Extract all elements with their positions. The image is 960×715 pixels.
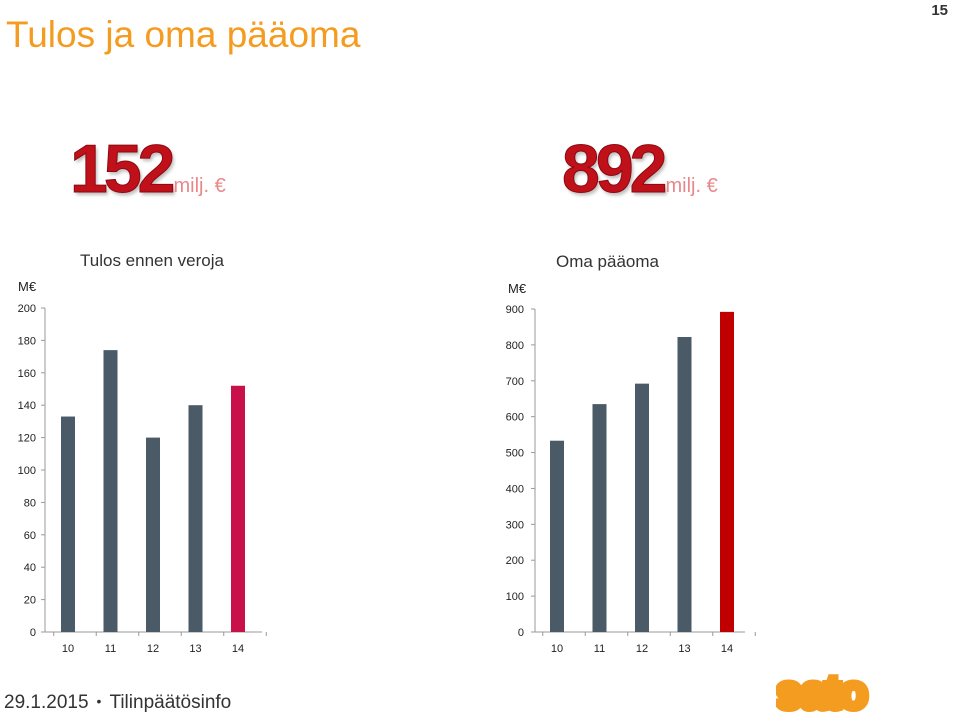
y-tick-label: 200 <box>18 303 36 315</box>
bar-10 <box>550 440 564 632</box>
kpi-profit-unit: milj. € <box>173 175 226 197</box>
page-number: 15 <box>931 2 948 19</box>
logo-text: sato <box>776 672 867 714</box>
y-tick-label: 0 <box>30 627 36 639</box>
footer-date: 29.1.2015 <box>4 692 89 713</box>
x-tick-label: 10 <box>551 643 563 655</box>
x-tick-label: 10 <box>62 643 74 655</box>
chart-profit: 0 20 40 60 80 100 120 140 160 180 200 M€ 10 11 12 13 14 <box>18 279 267 655</box>
y-tick-label: 160 <box>18 368 36 380</box>
kpi-equity-value: 892 <box>561 131 667 208</box>
y-tick-label: 800 <box>506 340 524 352</box>
y-tick-label: 500 <box>506 448 524 460</box>
y-tick-label: 0 <box>518 627 524 639</box>
y-tick-label: 600 <box>506 412 524 424</box>
y-tick-label: 100 <box>18 465 36 477</box>
y-tick-label: 80 <box>24 497 36 509</box>
y-tick-label: 180 <box>18 335 36 347</box>
bar-14 <box>720 311 734 632</box>
x-tick-label: 12 <box>636 643 648 655</box>
kpi-profit-value: 152 <box>69 131 175 208</box>
y-tick-label: 40 <box>24 562 36 574</box>
y-tick-label: 20 <box>24 595 36 607</box>
kpi-profit: 152 milj. € <box>69 130 226 208</box>
footer: 29.1.2015 • Tilinpäätösinfo <box>4 692 231 714</box>
bar-12 <box>146 437 160 632</box>
y-tick-label: 140 <box>18 400 36 412</box>
chart-title-profit: Tulos ennen veroja <box>80 251 224 270</box>
x-tick-label: 14 <box>721 643 733 655</box>
chart-title-equity: Oma pääoma <box>556 252 659 271</box>
sato-logo: sato sato <box>776 672 871 714</box>
y-axis-label: M€ <box>18 279 37 294</box>
x-tick-label: 11 <box>594 643 605 655</box>
bar-11 <box>103 350 118 632</box>
y-tick-label: 700 <box>506 376 524 388</box>
bar-10 <box>61 416 75 632</box>
footer-bullet: • <box>96 693 102 709</box>
bar-13 <box>677 336 692 632</box>
x-tick-label: 13 <box>189 643 201 655</box>
y-tick-label: 120 <box>18 433 36 445</box>
kpi-equity-unit: milj. € <box>665 175 718 197</box>
y-tick-label: 300 <box>506 519 524 531</box>
x-tick-label: 14 <box>232 643 244 655</box>
bar-11 <box>592 404 607 632</box>
y-tick-label: 100 <box>506 591 524 603</box>
bar-12 <box>635 383 649 632</box>
y-tick-label: 400 <box>506 483 524 495</box>
x-tick-label: 12 <box>147 643 159 655</box>
bar-13 <box>188 405 203 632</box>
y-tick-label: 200 <box>506 555 524 567</box>
x-tick-label: 13 <box>678 643 690 655</box>
logo-outline: sato <box>776 672 867 714</box>
slide-title: Tulos ja oma pääoma <box>6 14 361 55</box>
bar-14 <box>231 385 245 632</box>
y-tick-label: 60 <box>24 530 36 542</box>
chart-equity: 0 100 200 300 400 500 600 700 800 900 M€ 10 11 12 13 14 <box>506 281 756 655</box>
y-tick-label: 900 <box>506 304 524 316</box>
kpi-equity: 892 milj. € <box>561 130 718 208</box>
y-axis-label: M€ <box>508 281 527 296</box>
x-tick-label: 11 <box>105 643 116 655</box>
footer-text: Tilinpäätösinfo <box>109 692 232 713</box>
